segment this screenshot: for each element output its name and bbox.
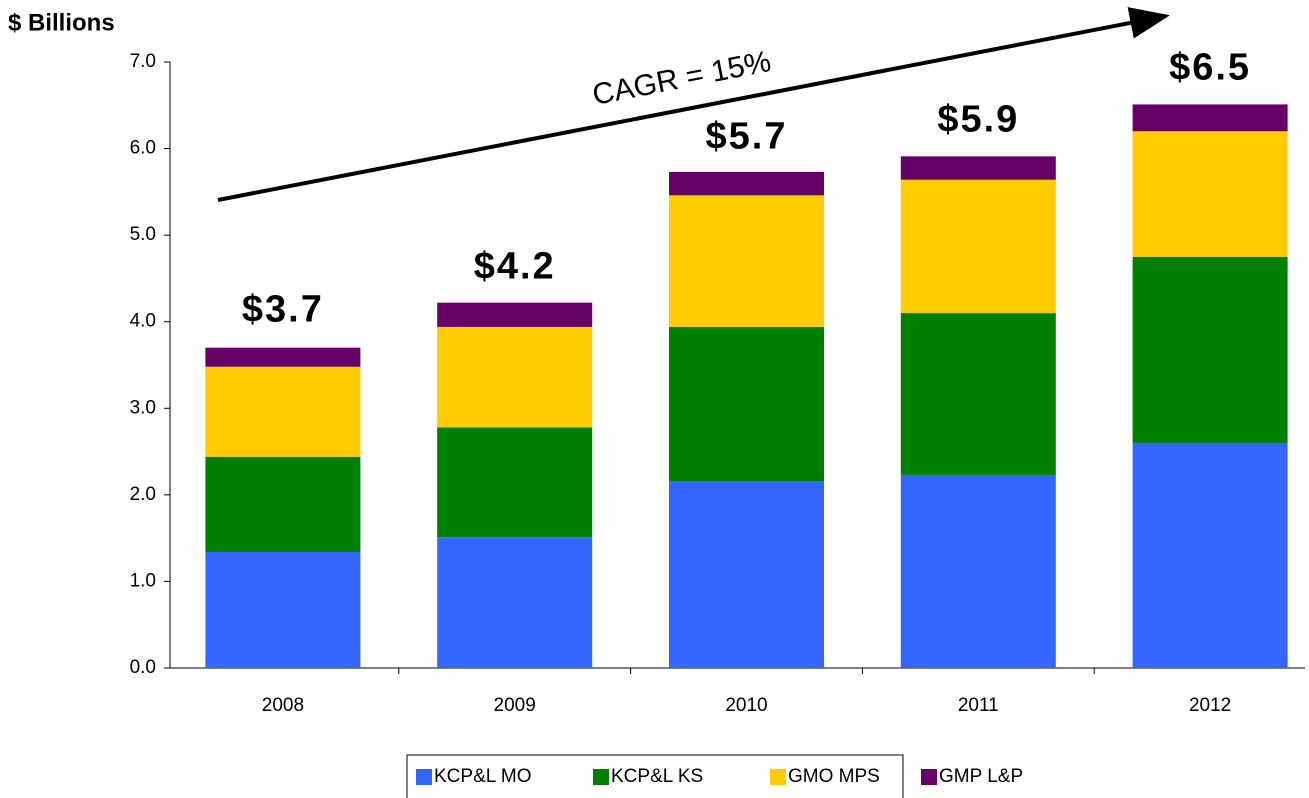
y-tick-label: 5.0 xyxy=(130,224,156,245)
bar-segment xyxy=(900,313,1056,475)
bar-segment xyxy=(669,326,824,482)
cagr-arrow xyxy=(217,7,1170,202)
bar-segment xyxy=(205,456,361,552)
y-tick-label: 4.0 xyxy=(130,311,156,332)
bar-segment xyxy=(437,537,593,668)
legend-swatch xyxy=(593,769,609,785)
total-label: $6.5 xyxy=(1169,46,1251,88)
annotation: CAGR = 15% xyxy=(590,45,774,112)
bar-segment xyxy=(437,302,593,327)
bar-segment xyxy=(1132,442,1288,668)
bar-segment xyxy=(669,171,824,196)
y-tick-label: 1.0 xyxy=(130,570,156,591)
total-label: $5.9 xyxy=(937,98,1019,140)
x-tick-label: 2011 xyxy=(958,695,999,716)
bar-segment xyxy=(1132,256,1288,443)
legend-label: KCP&L KS xyxy=(611,766,703,787)
total-label: $4.2 xyxy=(474,245,556,287)
legend-label: GMO MPS xyxy=(788,766,880,787)
bar-segment xyxy=(205,551,361,668)
bar-segment xyxy=(437,427,593,538)
y-tick-label: 0.0 xyxy=(130,657,156,678)
total-label: $3.7 xyxy=(242,289,324,331)
x-tick-label: 2012 xyxy=(1189,695,1231,716)
x-tick-label: 2009 xyxy=(494,695,536,716)
x-tick-label: 2008 xyxy=(262,695,304,716)
y-tick-label: 3.0 xyxy=(130,397,156,418)
bar-segment xyxy=(1132,104,1288,132)
legend-box xyxy=(406,754,904,798)
x-tick-label: 2010 xyxy=(725,695,767,716)
bar-segment xyxy=(900,156,1056,180)
y-tick-label: 2.0 xyxy=(130,484,156,505)
bar-segment xyxy=(669,481,824,668)
legend-label: KCP&L MO xyxy=(434,766,532,787)
legend-swatch xyxy=(416,769,432,785)
legend-swatch xyxy=(921,769,937,785)
bar-segment xyxy=(1132,131,1288,257)
y-tick-label: 6.0 xyxy=(130,138,156,159)
total-label: $5.7 xyxy=(706,116,788,158)
bar-segment xyxy=(205,347,361,367)
bar-segment xyxy=(900,179,1056,314)
legend-label: GMP L&P xyxy=(939,766,1023,787)
legend-swatch xyxy=(770,769,786,785)
bar-segment xyxy=(900,474,1056,668)
y-axis-title: $ Billions xyxy=(8,9,115,36)
bar-segment xyxy=(205,366,361,457)
y-tick-label: 7.0 xyxy=(130,51,156,72)
bar-segment xyxy=(669,195,824,327)
bar-segment xyxy=(437,326,593,428)
